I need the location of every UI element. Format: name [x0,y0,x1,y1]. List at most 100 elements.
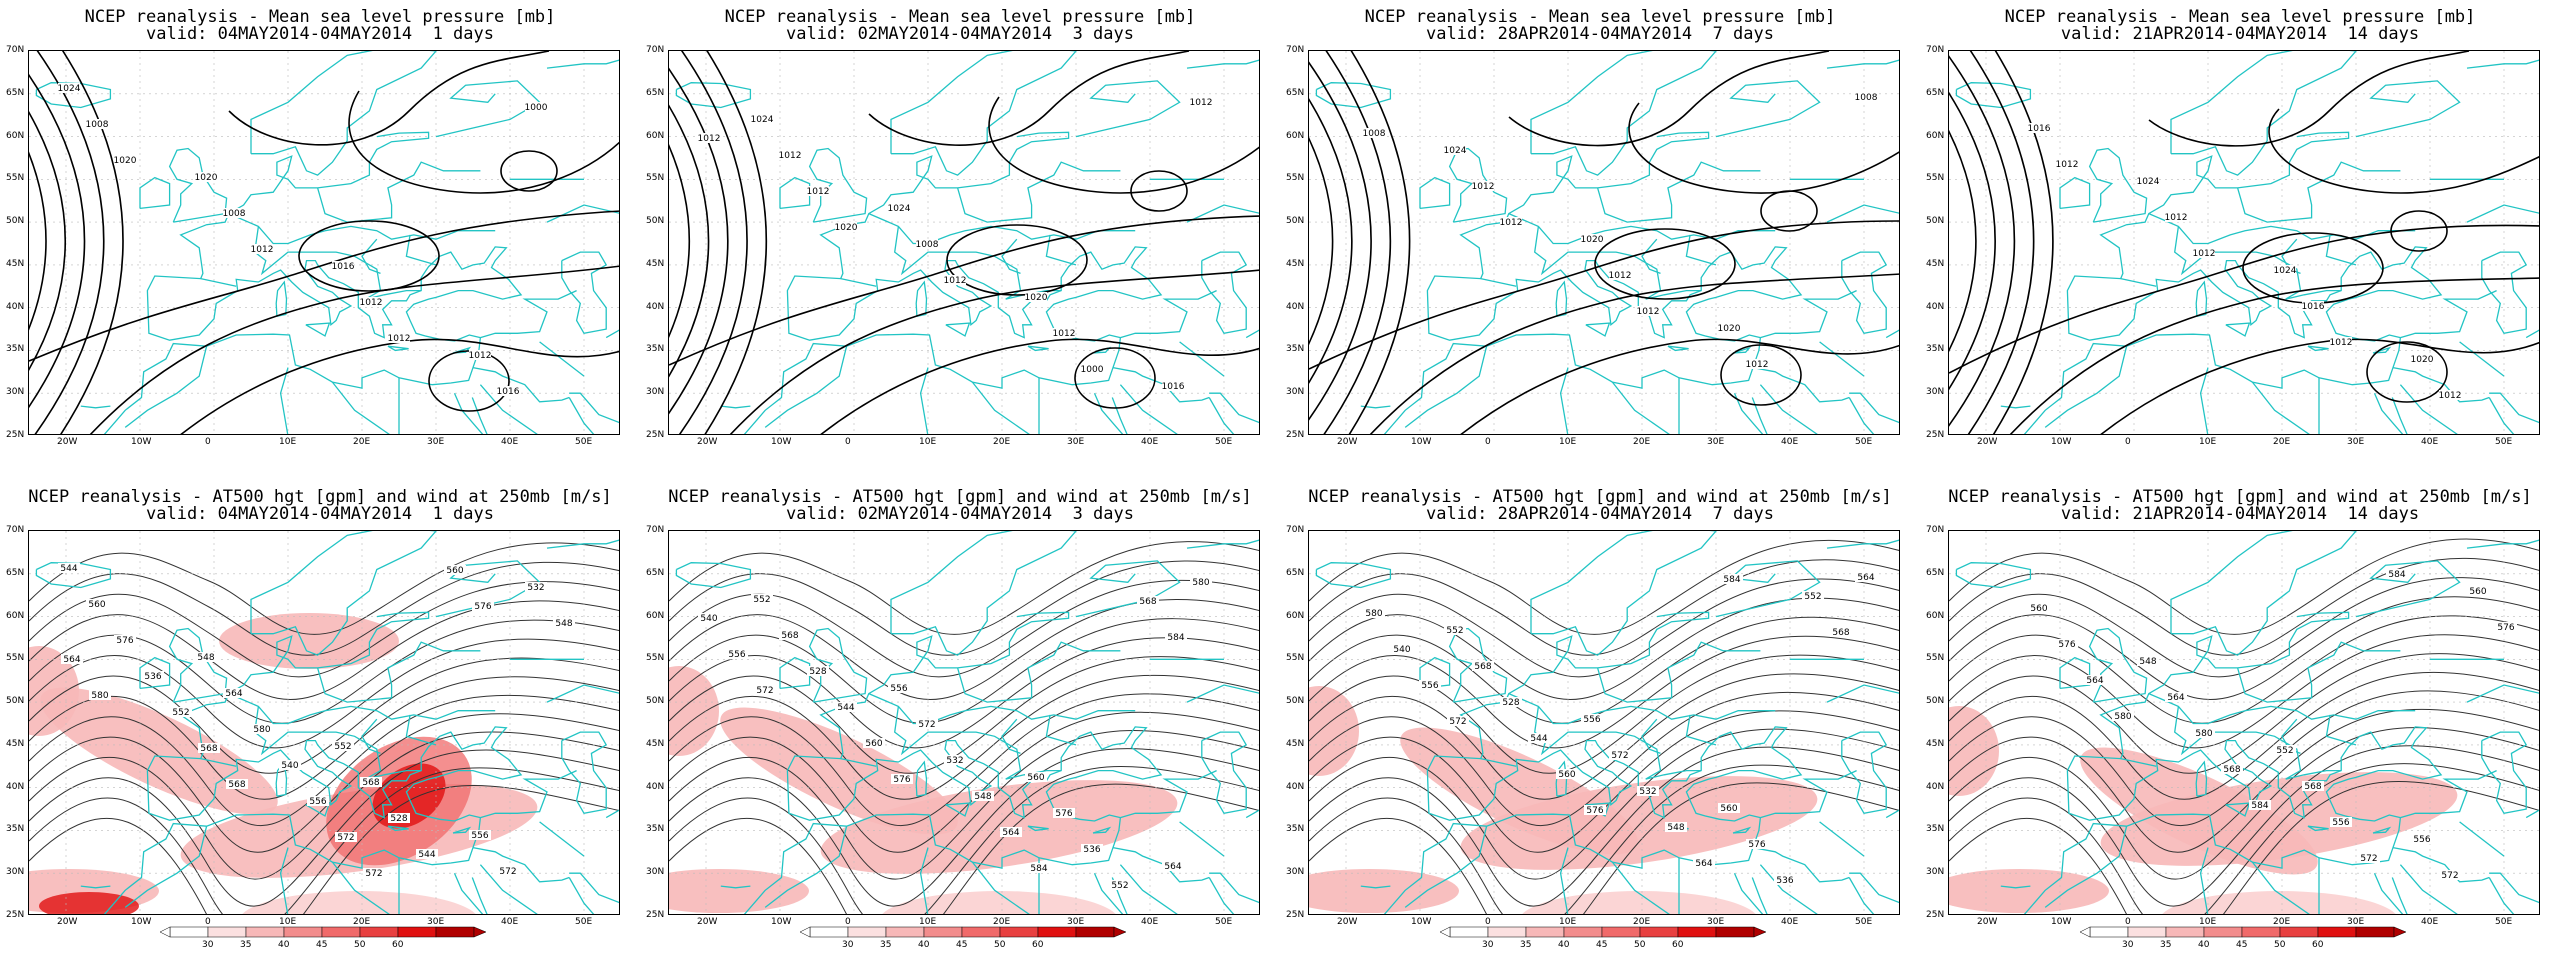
lon-tick-label: 10W [771,917,792,927]
lat-tick-label: 55N [646,173,665,184]
lat-tick-label: 25N [1926,910,1945,920]
lon-tick-label: 50E [1215,437,1233,447]
lat-tick-label: 45N [1926,258,1945,269]
lon-tick-label: 20W [1337,437,1358,447]
lat-tick-label: 40N [6,301,25,312]
lon-tick-label: 0 [1485,437,1491,447]
map-area: 1024 1024 1020 1016 1012 1008 1012 1012 1012 1012… [668,50,1260,435]
height-contour-layer [669,541,1259,914]
contour-value-label: 560 [446,566,463,576]
lon-tick-label: 40E [2421,437,2439,447]
contour-value-label: 564 [2167,693,2184,703]
lon-tick-label: 10E [919,917,937,927]
lat-tick-label: 40N [646,781,665,792]
coastline-layer [35,51,619,434]
lon-tick-label: 30E [1067,437,1085,447]
panel-valid-period: valid: 02MAY2014-04MAY2014 3 days [786,24,1134,44]
lat-tick-label: 65N [646,87,665,98]
lat-tick-label: 30N [646,387,665,398]
contour-value-label: 1016 [497,387,520,397]
contour-value-label: 544 [418,850,435,860]
contour-value-label: 1012 [1500,218,1523,228]
lat-tick-label: 40N [646,301,665,312]
map-svg: 544 548 552 556 560 564 568 572 576 580 528 532 536 5… [29,531,619,914]
colorbar-tick-label: 45 [2236,940,2248,950]
contour-value-label: 584 [2388,570,2405,580]
lon-tick-label: 10E [279,917,297,927]
lon-tick-label: 40E [501,917,519,927]
lat-tick-label: 65N [1286,87,1305,98]
contour-value-label: 552 [1446,626,1463,636]
contour-value-label: 548 [2139,657,2156,667]
colorbar-tick-label: 50 [354,940,366,950]
map-svg: 552 556 560 564 568 572 576 580 528 532 536 540 544 5… [669,531,1259,914]
lat-tick-label: 35N [6,344,25,355]
lon-tick-label: 30E [1707,917,1725,927]
lon-tick-label: 0 [845,917,851,927]
lat-tick-label: 45N [6,258,25,269]
contour-value-label: 576 [1748,840,1765,850]
lat-tick-label: 40N [1926,781,1945,792]
colorbar-tick-label: 40 [918,940,930,950]
coastline-layer [1955,51,2539,434]
contour-value-label: 556 [309,797,326,807]
contour-value-label: 564 [2086,676,2103,686]
lon-tick-label: 20E [2273,437,2291,447]
mslp-map-panel: NCEP reanalysis - Mean sea level pressur… [1920,0,2560,480]
panel-title: NCEP reanalysis - Mean sea level pressur… [724,7,1196,27]
contour-value-label: 580 [1365,609,1382,619]
contour-value-label: 584 [1030,864,1047,874]
contour-value-label: 540 [281,761,298,771]
colorbar-tick-label: 50 [994,940,1006,950]
lon-tick-label: 20E [1633,917,1651,927]
contour-value-label: 1012 [944,276,967,286]
panel-valid-period: valid: 04MAY2014-04MAY2014 1 days [146,24,494,44]
lat-tick-label: 30N [1286,867,1305,878]
contour-value-label: 552 [753,595,770,605]
panel-title: NCEP reanalysis - AT500 hgt [gpm] and wi… [28,487,612,507]
lat-tick-label: 55N [1286,173,1305,184]
contour-value-label: 1012 [1609,271,1632,281]
lon-tick-label: 20W [1977,437,1998,447]
colorbar-tick-label: 35 [240,940,252,950]
contour-value-label: 1012 [2193,249,2216,259]
contour-label-layer: 544 548 552 556 560 564 568 572 576 580 528 532 536 5… [58,563,575,879]
contour-value-label: 572 [756,686,773,696]
contour-value-label: 1012 [1746,360,1769,370]
contour-value-label: 1012 [2330,338,2353,348]
contour-value-label: 548 [1667,823,1684,833]
contour-value-label: 1012 [807,187,830,197]
contour-label-layer: 1024 1020 1020 1008 1012 1012 1012 1008 1012 1012 [1363,92,1878,370]
contour-value-label: 576 [893,775,910,785]
contour-value-label: 564 [63,655,80,665]
contour-value-label: 1012 [388,334,411,344]
wind-speed-colorbar [1439,923,1770,938]
lat-tick-label: 70N [6,525,25,535]
colorbar-tick-label: 60 [392,940,404,950]
lat-tick-label: 30N [1926,867,1945,878]
coastline-layer [1315,531,1899,914]
map-area: 552 556 560 564 568 572 576 580 528 532 536 540 544 5… [668,530,1260,915]
map-area: 552 556 560 564 568 572 576 580 528 532 536 540 544 5… [1308,530,1900,915]
panel-title: NCEP reanalysis - Mean sea level pressur… [84,7,556,27]
wind-speed-colorbar [2079,923,2410,938]
height-contour-layer [1309,539,1899,914]
map-svg: 1024 1024 1020 1016 1012 1016 1012 1012 1012 1012 [1949,51,2539,434]
isobar-layer [669,51,1259,434]
colorbar-tick-label: 45 [1596,940,1608,950]
lat-tick-label: 60N [1926,130,1945,141]
lon-tick-label: 40E [501,437,519,447]
lat-tick-label: 45N [1286,738,1305,749]
lat-tick-label: 70N [646,525,665,535]
lon-tick-label: 40E [1781,437,1799,447]
lon-tick-label: 10E [279,437,297,447]
contour-label-layer: 1024 1024 1020 1016 1012 1008 1012 1012 1012 1012… [698,97,1212,392]
contour-value-label: 1012 [2165,213,2188,223]
wind-speed-colorbar [159,923,490,938]
contour-value-label: 576 [1055,809,1072,819]
jet-stream-shading [1309,686,1818,914]
contour-value-label: 532 [946,756,963,766]
contour-value-label: 568 [1474,662,1491,672]
contour-value-label: 548 [197,653,214,663]
lon-tick-label: 40E [1781,917,1799,927]
